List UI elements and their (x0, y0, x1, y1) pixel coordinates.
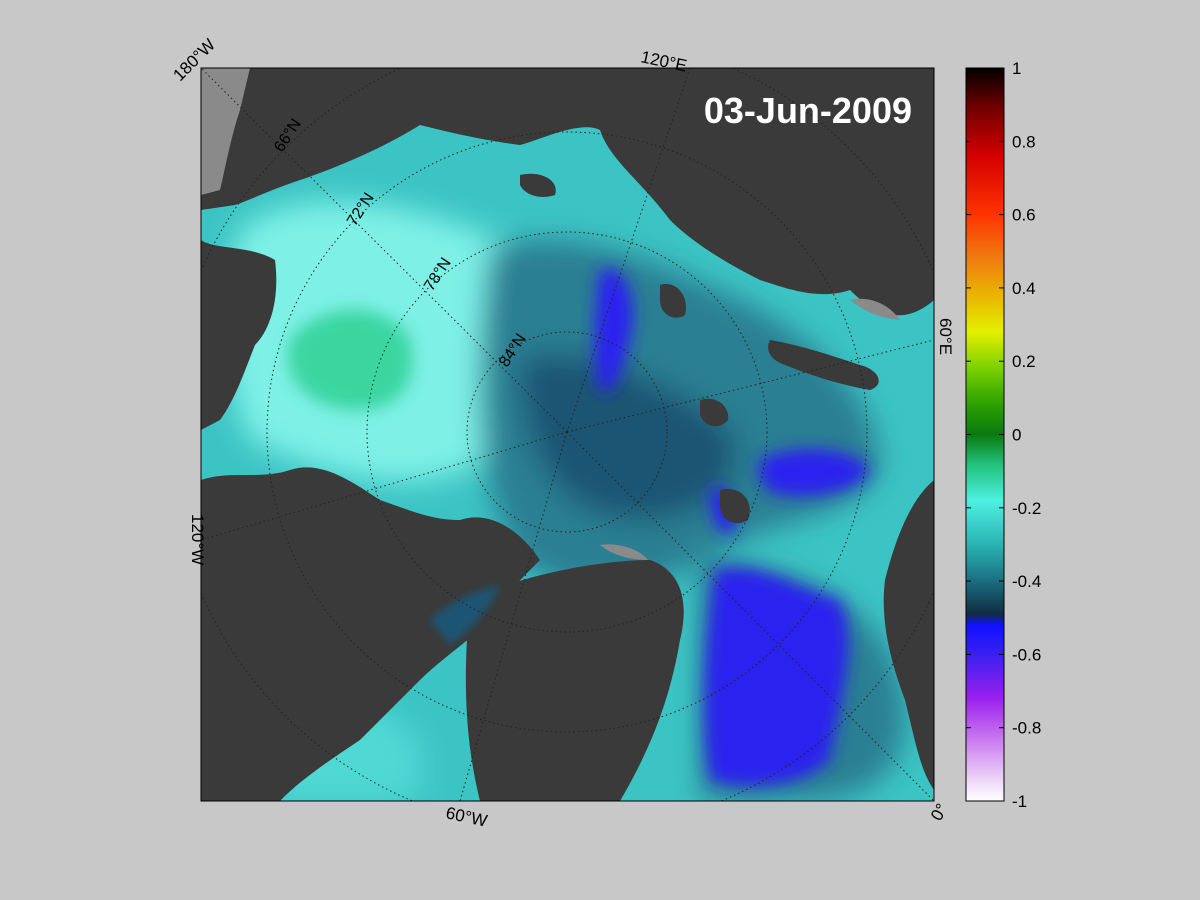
colorbar-tick-label: -0.6 (1012, 645, 1041, 664)
colorbar-tick-label: 0.4 (1012, 279, 1036, 298)
map-frame (200, 67, 935, 802)
colorbar-gradient (965, 67, 1005, 802)
colorbar-tick-label: 0.6 (1012, 206, 1036, 225)
lon-label-0: 0° (927, 800, 952, 824)
anomaly-field-core (288, 268, 870, 786)
colorbar-tick-label: -0.8 (1012, 719, 1041, 738)
colorbar-tick-label: -1 (1012, 792, 1027, 811)
colorbar-tick-label: 0.8 (1012, 132, 1036, 151)
colorbar-tick-label: -0.2 (1012, 499, 1041, 518)
colorbar-tick-label: 1 (1012, 59, 1021, 78)
colorbar-ticks: 1 0.8 0.6 0.4 0.2 0 -0.2 -0.4 -0.6 -0.8 -1 (966, 59, 1041, 811)
colorbar: 1 0.8 0.6 0.4 0.2 0 -0.2 -0.4 -0.6 -0.8 -1 (965, 59, 1041, 811)
lon-label-120w: 120°W (188, 514, 207, 565)
coast-shade (430, 585, 500, 645)
land (201, 68, 934, 801)
lon-label-60w: 60°W (444, 803, 489, 830)
date-label: 03-Jun-2009 (704, 90, 912, 131)
map-panel: 03-Jun-2009 (201, 68, 934, 801)
coast-fringe (201, 68, 900, 560)
colorbar-tick-label: 0.2 (1012, 352, 1036, 371)
colorbar-tick-label: -0.4 (1012, 572, 1041, 591)
colorbar-tick-label: 0 (1012, 426, 1021, 445)
lon-label-60e: 60°E (936, 318, 955, 355)
graticule (201, 68, 934, 801)
